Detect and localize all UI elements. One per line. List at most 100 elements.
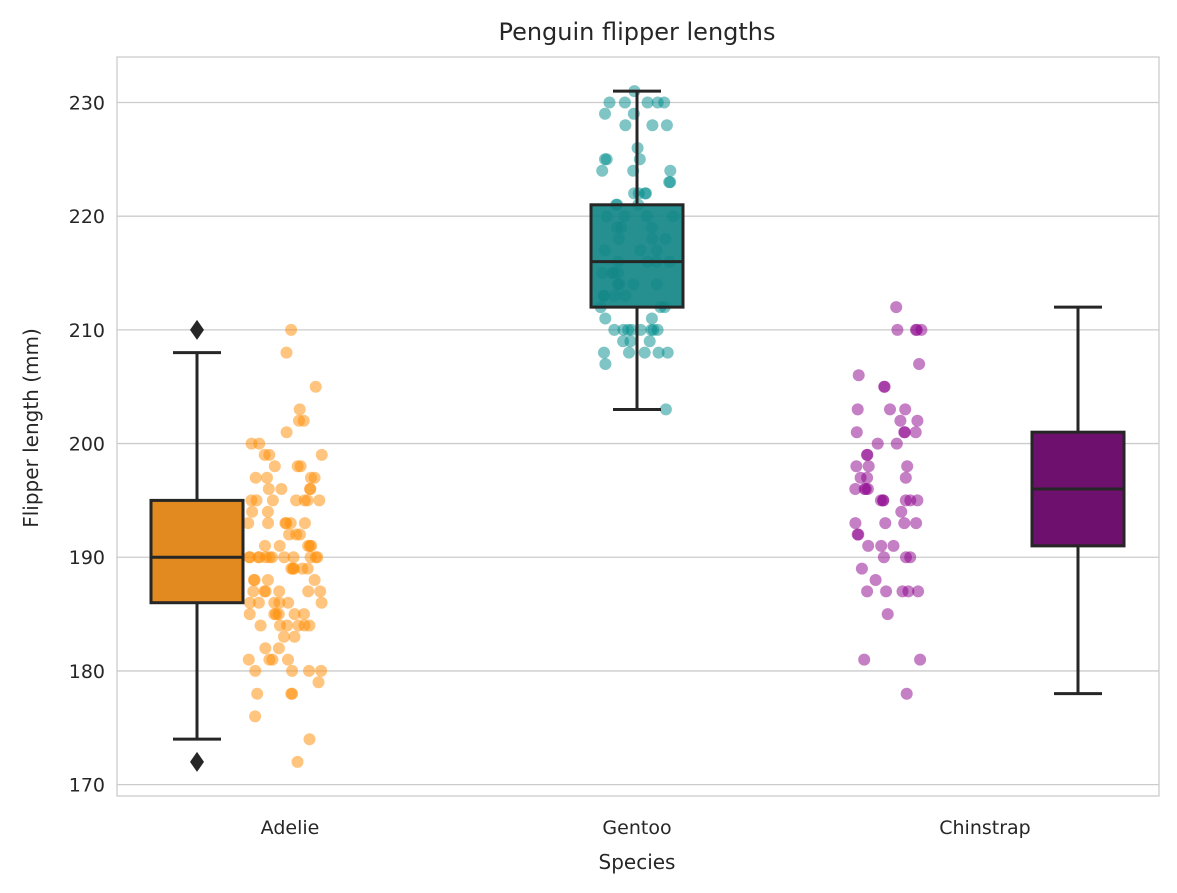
strip-point-adelie <box>298 608 310 621</box>
strip-point-adelie <box>303 664 315 677</box>
strip-point-chinstrap <box>878 380 891 393</box>
strip-point-adelie <box>245 437 258 450</box>
y-tick-label: 230 <box>69 92 105 114</box>
strip-point-chinstrap <box>910 517 923 530</box>
strip-point-adelie <box>249 710 262 723</box>
y-tick-labels: 170 180 190 200 210 220 230 <box>69 92 105 796</box>
strip-point-gentoo <box>664 164 677 177</box>
x-tick-label-adelie: Adelie <box>261 817 320 839</box>
strip-point-chinstrap <box>877 494 890 507</box>
strip-point-adelie <box>290 494 303 507</box>
strip-point-adelie <box>304 471 317 484</box>
box-chinstrap <box>1030 305 1126 696</box>
strip-point-gentoo <box>625 323 638 336</box>
strip-point-chinstrap <box>849 483 862 495</box>
strip-point-chinstrap <box>852 369 865 382</box>
strip-point-adelie <box>275 483 288 495</box>
strip-point-gentoo <box>599 107 611 120</box>
box-gentoo <box>589 89 685 411</box>
strip-point-gentoo <box>646 119 659 132</box>
strip-point-adelie <box>280 346 293 359</box>
strip-point-adelie <box>247 585 260 598</box>
strip-point-gentoo <box>619 119 632 132</box>
strip-point-chinstrap <box>910 323 923 336</box>
strip-point-adelie <box>293 414 305 427</box>
strip-point-adelie <box>242 517 255 530</box>
strip-point-adelie <box>250 494 263 507</box>
strip-point-adelie <box>273 596 286 609</box>
strip-point-chinstrap <box>861 448 874 461</box>
strip-point-chinstrap <box>884 403 896 416</box>
strip-point-chinstrap <box>875 539 888 552</box>
strip-point-adelie <box>284 517 297 530</box>
strip-point-adelie <box>249 471 262 484</box>
strip-point-adelie <box>261 471 273 484</box>
strip-point-adelie <box>315 448 328 461</box>
strip-point-adelie <box>278 630 290 643</box>
strip-point-chinstrap <box>911 414 924 427</box>
y-tick-label: 190 <box>69 547 105 569</box>
strip-point-chinstrap <box>881 608 894 621</box>
strip-point-chinstrap <box>859 483 872 495</box>
strip-point-chinstrap <box>913 358 926 370</box>
strip-point-adelie <box>242 653 255 666</box>
strip-point-adelie <box>293 403 306 416</box>
strip-point-adelie <box>314 585 327 598</box>
x-axis-label: Species <box>599 850 676 874</box>
strip-point-gentoo <box>658 96 671 109</box>
strip-point-gentoo <box>660 119 673 132</box>
strip-point-gentoo <box>641 96 654 109</box>
strip-point-adelie <box>291 460 304 473</box>
y-tick-label: 200 <box>69 434 105 456</box>
y-tick-label: 180 <box>69 661 105 683</box>
strip-point-adelie <box>278 551 291 564</box>
strip-point-adelie <box>287 562 300 575</box>
strip-point-gentoo <box>600 153 613 166</box>
strip-point-adelie <box>281 619 294 632</box>
strip-point-chinstrap <box>914 653 927 666</box>
strip-point-chinstrap <box>890 301 903 314</box>
strip-point-adelie <box>308 574 321 586</box>
strip-point-gentoo <box>598 346 610 359</box>
strip-point-adelie <box>263 653 276 666</box>
strip-point-chinstrap <box>890 437 903 450</box>
strip-point-adelie <box>272 608 285 621</box>
strip-point-chinstrap <box>896 585 909 598</box>
strip-point-adelie <box>261 505 274 518</box>
y-tick-label: 170 <box>69 775 105 797</box>
strip-point-adelie <box>273 585 286 598</box>
strip-point-chinstrap <box>899 471 912 484</box>
strip-point-chinstrap <box>850 460 863 473</box>
strip-point-chinstrap <box>887 539 900 552</box>
strip-point-adelie <box>293 528 306 541</box>
strip-point-adelie <box>268 460 281 473</box>
strip-point-adelie <box>291 755 304 768</box>
strip-point-adelie <box>243 608 256 621</box>
strip-point-adelie <box>280 426 293 439</box>
strip-point-adelie <box>302 585 315 598</box>
strip-point-adelie <box>266 494 279 507</box>
strip-point-chinstrap <box>849 517 862 530</box>
strip-point-adelie <box>304 483 317 495</box>
strip-point-gentoo <box>608 323 621 336</box>
strip-point-adelie <box>286 664 299 677</box>
strip-point-adelie <box>303 733 316 746</box>
strip-point-gentoo <box>663 176 676 189</box>
strip-point-gentoo <box>661 346 674 359</box>
x-tick-label-gentoo: Gentoo <box>602 817 671 839</box>
strip-point-gentoo <box>618 96 631 109</box>
strip-point-chinstrap <box>862 460 875 473</box>
outlier-marker <box>190 751 204 772</box>
strip-point-gentoo <box>596 164 609 177</box>
strip-point-chinstrap <box>851 403 864 416</box>
strip-point-chinstrap <box>899 403 912 416</box>
strip-point-adelie <box>298 517 311 530</box>
strip-point-gentoo <box>645 312 658 325</box>
strip-point-chinstrap <box>862 539 875 552</box>
strip-point-adelie <box>254 619 267 632</box>
strip-point-adelie <box>287 551 300 564</box>
strip-point-chinstrap <box>898 517 911 530</box>
strip-point-adelie <box>258 585 271 598</box>
strip-point-chinstrap <box>851 528 864 541</box>
